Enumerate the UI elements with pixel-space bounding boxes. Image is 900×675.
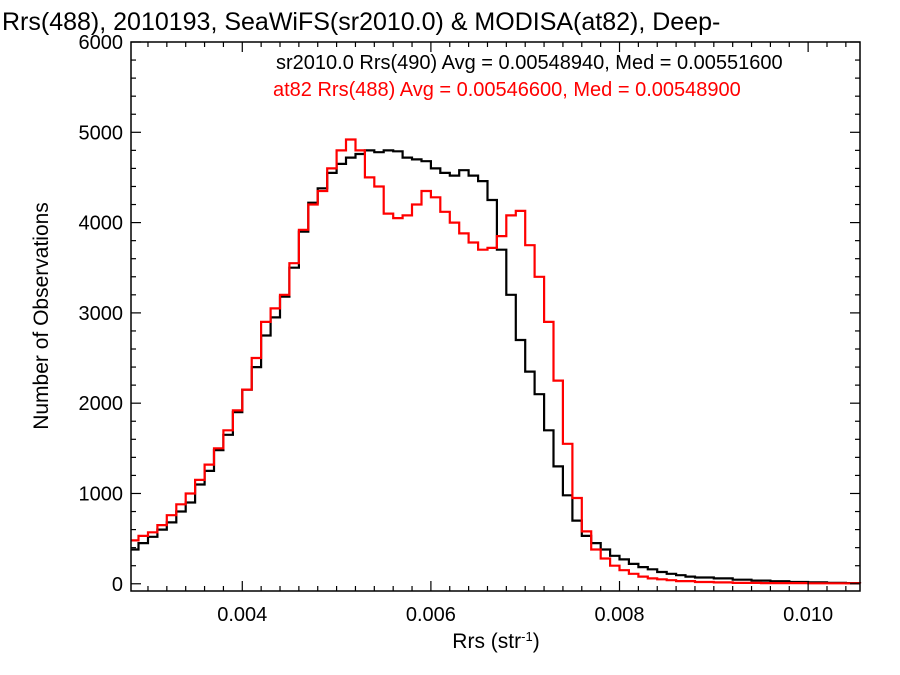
x-tick-label: 0.004 (217, 604, 267, 626)
legend-entry-red: at82 Rrs(488) Avg = 0.00546600, Med = 0.… (273, 79, 741, 101)
y-tick-label: 4000 (79, 213, 124, 235)
y-tick-label: 1000 (79, 483, 124, 505)
x-axis-title: Rrs (str-1) (452, 629, 539, 654)
y-tick-label: 0 (112, 574, 123, 596)
legend-entry-black: sr2010.0 Rrs(490) Avg = 0.00548940, Med … (276, 52, 783, 74)
x-tick-label: 0.008 (594, 604, 644, 626)
x-axis-title-superscript: -1 (521, 629, 533, 644)
x-axis-title-main: Rrs (str (452, 630, 521, 653)
y-tick-label: 5000 (79, 122, 124, 144)
x-axis-title-suffix: ) (533, 630, 540, 653)
y-axis-title: Number of Observations (30, 202, 53, 430)
x-tick-label: 0.006 (406, 604, 456, 626)
series-group (131, 138, 862, 585)
ticks-group (131, 41, 860, 591)
tick-labels-group: 0 1000 2000 3000 4000 5000 6000 0.004 0.006 0.008… (79, 32, 834, 626)
chart-title: Rrs(488), 2010193, SeaWiFS(sr2010.0) & M… (2, 8, 720, 36)
y-tick-label: 3000 (79, 303, 124, 325)
series-line-0 (131, 149, 862, 585)
y-tick-label: 6000 (79, 32, 124, 54)
y-tick-label: 2000 (79, 393, 124, 415)
plot-frame (130, 41, 861, 592)
x-tick-label: 0.010 (783, 604, 833, 626)
series-line-1 (131, 138, 862, 585)
